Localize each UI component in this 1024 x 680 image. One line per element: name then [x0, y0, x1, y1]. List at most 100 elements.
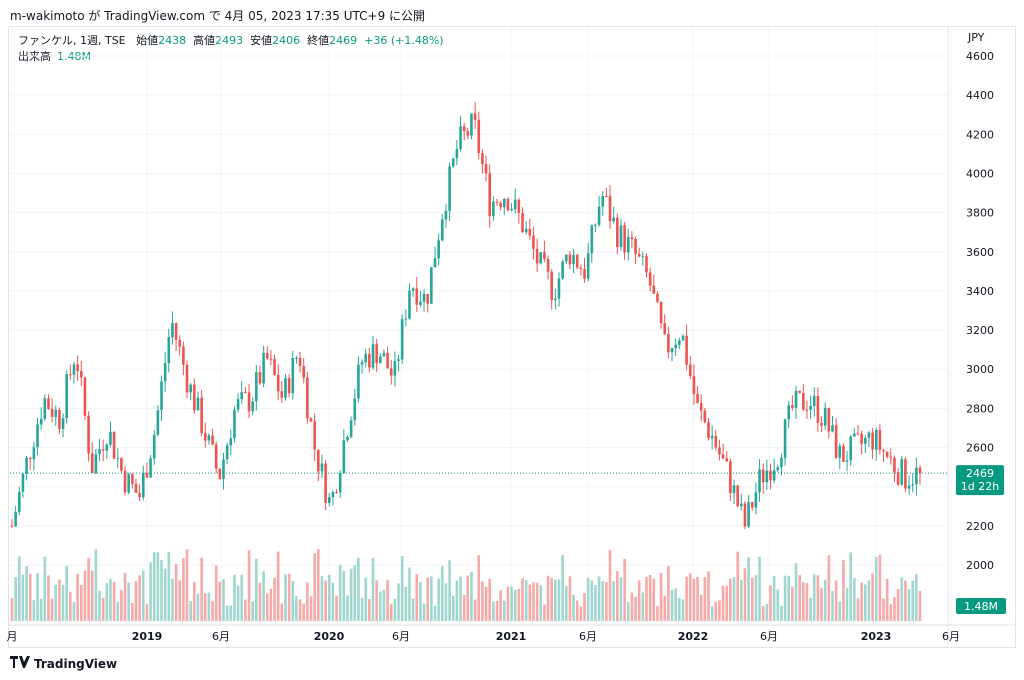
candle-body	[346, 436, 349, 441]
candle-body	[517, 199, 521, 213]
volume-bar	[32, 600, 36, 621]
volume-bar	[827, 555, 831, 621]
volume-bar	[324, 580, 327, 621]
candle-body	[368, 353, 371, 368]
y-tick-label: 3000	[966, 363, 994, 376]
volume-bar	[247, 550, 251, 621]
candle-body	[134, 483, 138, 493]
candle-body	[630, 237, 634, 239]
volume-bar	[484, 586, 488, 621]
candle-body	[699, 402, 703, 411]
volume-bar	[244, 599, 247, 621]
candle-body	[386, 352, 389, 369]
volume-bar	[255, 558, 258, 621]
candle-body	[174, 323, 178, 340]
candle-body	[375, 344, 378, 364]
candle-body	[411, 288, 415, 291]
candle-body	[101, 449, 105, 451]
volume-bar	[791, 586, 794, 621]
volume-bar	[783, 575, 787, 621]
candle-body	[626, 237, 630, 253]
candle-body	[247, 392, 251, 412]
volume-bar	[608, 550, 612, 621]
candle-body	[28, 457, 32, 459]
volume-bar	[904, 580, 907, 621]
candle-body	[896, 472, 900, 485]
volume-bar	[831, 590, 834, 621]
volume-bar	[718, 600, 721, 621]
candle-body	[178, 339, 182, 347]
candle-body	[273, 359, 276, 375]
candle-body	[10, 525, 14, 527]
volume-bar	[375, 580, 378, 621]
candle-body	[141, 473, 145, 498]
volume-bar	[218, 581, 222, 621]
tradingview-logo-icon	[10, 656, 30, 671]
y-tick-label: 3800	[966, 207, 994, 220]
candle-body	[747, 502, 750, 527]
volume-bar	[699, 594, 703, 621]
volume-bar	[688, 573, 692, 621]
candle-body	[360, 362, 364, 365]
volume-bar	[521, 578, 524, 621]
candle-body	[61, 418, 65, 430]
candle-body	[495, 201, 499, 203]
tradingview-logo[interactable]: TradingView	[10, 656, 117, 671]
candle-body	[123, 470, 127, 493]
candle-body	[864, 437, 867, 444]
volume-bar	[225, 605, 229, 621]
candle-body	[105, 444, 109, 451]
candle-body	[532, 235, 535, 249]
last-price-value: 2469	[966, 467, 994, 480]
candle-body	[214, 444, 218, 469]
volume-bar	[313, 553, 316, 621]
candle-body	[309, 418, 313, 422]
symbol-name[interactable]: ファンケル, 1週, TSE	[18, 34, 126, 47]
candle-body	[451, 158, 455, 167]
candle-body	[397, 359, 400, 361]
candle-body	[692, 376, 696, 394]
volume-bar	[306, 582, 309, 621]
candle-body	[885, 451, 889, 457]
volume-bar	[528, 584, 532, 621]
candle-body	[320, 463, 324, 472]
candle-body	[710, 435, 714, 439]
candle-body	[502, 198, 506, 208]
chart-frame[interactable]	[8, 26, 1016, 648]
volume-bar	[258, 582, 262, 621]
candle-body	[196, 397, 200, 411]
candle-body	[740, 503, 743, 507]
candle-body	[882, 450, 885, 452]
volume-bar	[692, 578, 696, 621]
candle-body	[211, 435, 214, 445]
candle-body	[39, 418, 43, 425]
y-tick-label: 2000	[966, 559, 994, 572]
x-tick-label: 2022	[678, 630, 709, 643]
volume-bar	[594, 585, 597, 621]
candle-body	[116, 458, 120, 460]
volume-bar	[455, 580, 459, 621]
candle-body	[269, 358, 273, 360]
volume-bar	[131, 602, 134, 621]
candle-body	[878, 429, 882, 451]
candle-body	[732, 485, 736, 493]
candle-body	[648, 272, 652, 286]
candle-body	[69, 374, 72, 376]
volume-bar	[812, 574, 816, 621]
volume-bar	[860, 582, 863, 621]
volume-bar	[393, 598, 397, 621]
candle-body	[72, 364, 76, 375]
candle-body	[812, 395, 816, 406]
volume-bar	[568, 576, 572, 621]
volume-bar	[141, 570, 145, 621]
volume-bar	[233, 574, 236, 621]
time-axis: 月 2019 6月 2020 6月 2021 6月 2022 6月 2023 6月	[7, 630, 961, 643]
volume-bar	[550, 578, 553, 621]
candle-body	[258, 372, 262, 384]
volume-bar	[918, 590, 922, 621]
volume-bar	[65, 565, 68, 621]
candle-body	[65, 374, 68, 419]
candle-body	[656, 293, 659, 302]
candle-body	[780, 457, 783, 468]
